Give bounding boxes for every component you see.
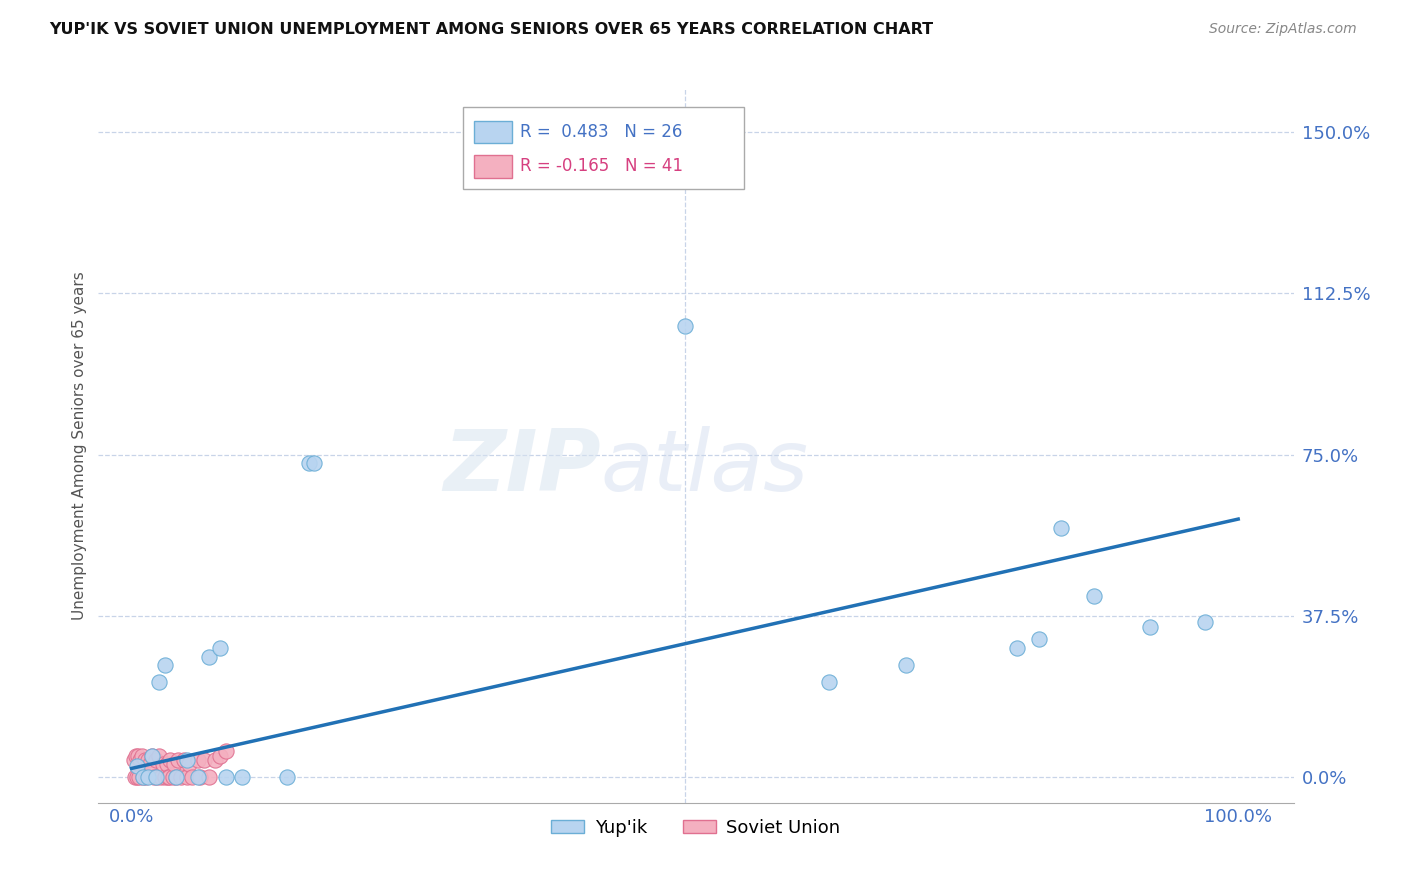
Point <box>148 675 170 690</box>
Point <box>1139 619 1161 633</box>
Point <box>215 770 238 784</box>
Point <box>124 770 146 784</box>
Point <box>152 757 174 772</box>
Point <box>193 753 215 767</box>
Point <box>1194 615 1216 630</box>
Point <box>131 770 153 784</box>
FancyBboxPatch shape <box>474 155 512 178</box>
Point <box>162 770 184 784</box>
Point <box>129 753 152 767</box>
Point <box>157 770 180 784</box>
Legend: Yup'ik, Soviet Union: Yup'ik, Soviet Union <box>544 812 848 844</box>
Point <box>125 748 148 763</box>
Point <box>141 748 163 763</box>
Point <box>231 770 253 784</box>
Point <box>817 675 839 690</box>
Point <box>163 757 186 772</box>
Point <box>146 770 169 784</box>
Point <box>145 770 167 784</box>
Point <box>1005 641 1028 656</box>
Text: Source: ZipAtlas.com: Source: ZipAtlas.com <box>1209 22 1357 37</box>
Text: atlas: atlas <box>600 425 808 509</box>
Point <box>127 748 149 763</box>
Point <box>134 753 156 767</box>
Point <box>150 770 173 784</box>
Point <box>176 753 198 767</box>
Point <box>153 770 176 784</box>
Point <box>215 744 238 758</box>
Point <box>167 753 190 767</box>
Point <box>179 757 201 772</box>
Point <box>173 753 195 767</box>
Point <box>141 748 163 763</box>
Text: YUP'IK VS SOVIET UNION UNEMPLOYMENT AMONG SENIORS OVER 65 YEARS CORRELATION CHAR: YUP'IK VS SOVIET UNION UNEMPLOYMENT AMON… <box>49 22 934 37</box>
Point <box>298 456 321 470</box>
Point <box>139 757 162 772</box>
Point <box>1050 521 1073 535</box>
Point <box>276 770 298 784</box>
Point <box>209 748 232 763</box>
Point <box>209 641 232 656</box>
Point <box>673 318 696 333</box>
FancyBboxPatch shape <box>474 120 512 144</box>
Point <box>136 753 159 767</box>
Point <box>204 753 226 767</box>
Point <box>131 770 153 784</box>
Point <box>302 456 325 470</box>
Point <box>135 770 157 784</box>
Text: ZIP: ZIP <box>443 425 600 509</box>
Point <box>128 770 150 784</box>
Text: R = -0.165   N = 41: R = -0.165 N = 41 <box>520 157 683 175</box>
Point <box>198 649 221 664</box>
Point <box>165 770 187 784</box>
Point <box>181 770 204 784</box>
Point <box>153 658 176 673</box>
Text: R =  0.483   N = 26: R = 0.483 N = 26 <box>520 123 683 141</box>
Point <box>1028 632 1050 647</box>
Point <box>127 770 149 784</box>
FancyBboxPatch shape <box>463 107 744 189</box>
Point <box>1083 590 1105 604</box>
Point <box>142 770 165 784</box>
Point <box>136 770 159 784</box>
Point <box>165 770 187 784</box>
Y-axis label: Unemployment Among Seniors over 65 years: Unemployment Among Seniors over 65 years <box>72 272 87 620</box>
Point <box>127 759 149 773</box>
Point <box>156 757 179 772</box>
Point <box>187 770 209 784</box>
Point <box>896 658 918 673</box>
Point <box>122 753 145 767</box>
Point <box>148 748 170 763</box>
Point <box>157 770 180 784</box>
Point <box>170 770 193 784</box>
Point <box>198 770 221 784</box>
Point <box>188 770 211 784</box>
Point <box>176 770 198 784</box>
Point <box>131 748 153 763</box>
Point <box>187 753 209 767</box>
Point <box>145 753 167 767</box>
Point <box>159 753 181 767</box>
